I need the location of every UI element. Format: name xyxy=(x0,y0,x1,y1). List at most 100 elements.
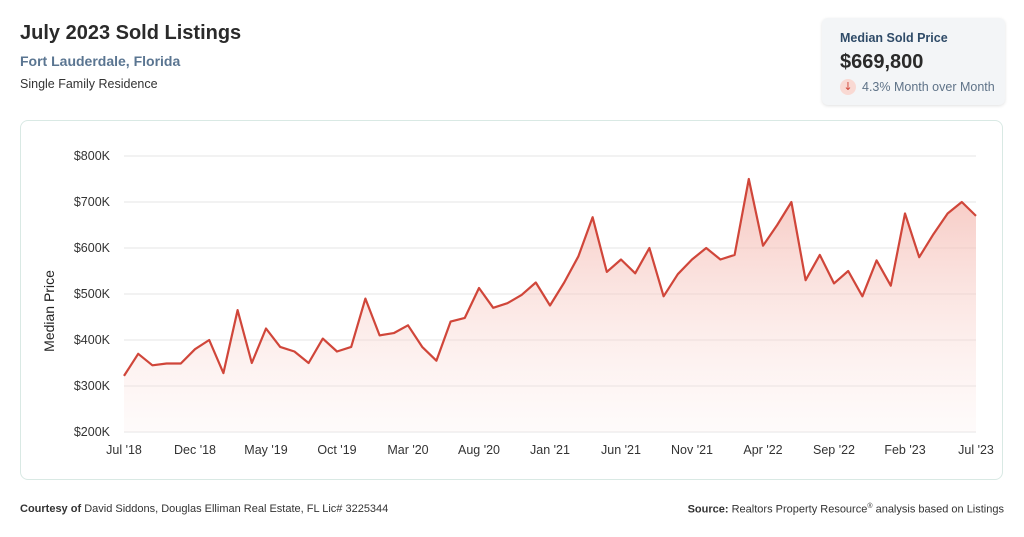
data-point xyxy=(846,269,850,273)
data-point xyxy=(718,258,722,262)
courtesy-note: Courtesy of David Siddons, Douglas Ellim… xyxy=(20,503,388,515)
stat-change: ↓ 4.3% Month over Month xyxy=(840,79,995,95)
data-point xyxy=(278,345,282,349)
data-point xyxy=(647,246,651,250)
data-point xyxy=(136,352,140,356)
data-point xyxy=(449,320,453,324)
data-point xyxy=(221,371,225,375)
courtesy-text: David Siddons, Douglas Elliman Real Esta… xyxy=(84,503,389,515)
data-point xyxy=(349,345,353,349)
data-point xyxy=(477,286,481,290)
x-tick-label: Feb '23 xyxy=(884,443,925,457)
data-point xyxy=(335,350,339,354)
courtesy-label: Courtesy of xyxy=(20,503,82,515)
x-tick-label: Jul '23 xyxy=(958,443,994,457)
data-point xyxy=(931,232,935,236)
x-tick-label: Jun '21 xyxy=(601,443,641,457)
data-point xyxy=(392,331,396,335)
data-point xyxy=(193,347,197,351)
median-price-chart: $200K $300K $400K $500K $600K $700K $800K Jul … xyxy=(41,149,994,457)
data-point xyxy=(605,270,609,274)
data-point xyxy=(264,327,268,331)
data-point xyxy=(548,304,552,308)
data-point xyxy=(363,297,367,301)
data-point xyxy=(747,177,751,181)
y-axis-title: Median Price xyxy=(41,270,57,352)
data-point xyxy=(292,350,296,354)
x-tick-label: Mar '20 xyxy=(387,443,428,457)
stat-change-text: 4.3% Month over Month xyxy=(862,80,995,94)
data-point xyxy=(491,306,495,310)
y-tick-label: $500K xyxy=(74,287,111,301)
source-suffix: analysis based on Listings xyxy=(875,503,1004,516)
y-tick-label: $800K xyxy=(74,149,111,163)
data-point xyxy=(378,333,382,337)
y-tick-label: $600K xyxy=(74,241,111,255)
source-label: Source: xyxy=(687,503,729,516)
x-tick-label: Aug '20 xyxy=(458,443,500,457)
source-text: Realtors Property Resource xyxy=(731,503,868,516)
data-point xyxy=(534,281,538,285)
data-point xyxy=(662,294,666,298)
data-point xyxy=(875,258,879,262)
data-point xyxy=(633,271,637,275)
data-point xyxy=(165,361,169,365)
chart-frame: $200K $300K $400K $500K $600K $700K $800K Jul … xyxy=(20,120,1003,480)
data-point xyxy=(250,361,254,365)
data-point xyxy=(236,308,240,312)
data-point xyxy=(889,284,893,288)
location-subtitle: Fort Lauderdale, Florida xyxy=(20,53,181,69)
x-tick-label: Sep '22 xyxy=(813,443,855,457)
data-point xyxy=(150,363,154,367)
data-point xyxy=(704,246,708,250)
data-point xyxy=(804,278,808,282)
data-point xyxy=(775,223,779,227)
data-point xyxy=(321,337,325,341)
data-point xyxy=(307,361,311,365)
data-point xyxy=(860,294,864,298)
data-point xyxy=(520,293,524,297)
x-tick-label: Jul '18 xyxy=(106,443,142,457)
x-tick-label: Oct '19 xyxy=(317,443,356,457)
data-point xyxy=(591,215,595,219)
x-tick-label: Dec '18 xyxy=(174,443,216,457)
data-point xyxy=(832,281,836,285)
data-point xyxy=(818,253,822,257)
data-point xyxy=(576,254,580,258)
data-point xyxy=(733,253,737,257)
data-point xyxy=(207,338,211,342)
y-tick-label: $400K xyxy=(74,333,111,347)
page-title: July 2023 Sold Listings xyxy=(20,22,242,44)
stat-value: $669,800 xyxy=(840,51,924,73)
data-point xyxy=(974,214,978,218)
stat-label: Median Sold Price xyxy=(840,31,948,45)
data-point xyxy=(505,301,509,305)
property-type-label: Single Family Residence xyxy=(20,77,158,91)
y-tick-label: $200K xyxy=(74,425,111,439)
data-point xyxy=(179,361,183,365)
data-point xyxy=(946,212,950,216)
y-axis-ticks: $200K $300K $400K $500K $600K $700K $800K xyxy=(74,149,111,439)
data-point xyxy=(406,323,410,327)
y-tick-label: $700K xyxy=(74,195,111,209)
data-point xyxy=(960,200,964,204)
data-point xyxy=(789,200,793,204)
data-point xyxy=(562,281,566,285)
x-tick-label: Apr '22 xyxy=(743,443,782,457)
data-point xyxy=(903,212,907,216)
source-note: Source: Realtors Property Resource® anal… xyxy=(688,503,1004,516)
x-tick-label: May '19 xyxy=(244,443,287,457)
series-line xyxy=(123,177,977,377)
x-tick-label: Jan '21 xyxy=(530,443,570,457)
data-point xyxy=(619,258,623,262)
data-point xyxy=(122,374,126,378)
arrow-down-icon: ↓ xyxy=(840,79,856,95)
data-point xyxy=(917,255,921,259)
y-tick-label: $300K xyxy=(74,379,111,393)
data-point xyxy=(676,272,680,276)
data-point xyxy=(420,345,424,349)
data-point xyxy=(463,316,467,320)
data-point xyxy=(761,244,765,248)
registered-mark: ® xyxy=(867,503,873,510)
x-axis-ticks: Jul '18 Dec '18 May '19 Oct '19 Mar '20 Aug '… xyxy=(106,443,994,457)
